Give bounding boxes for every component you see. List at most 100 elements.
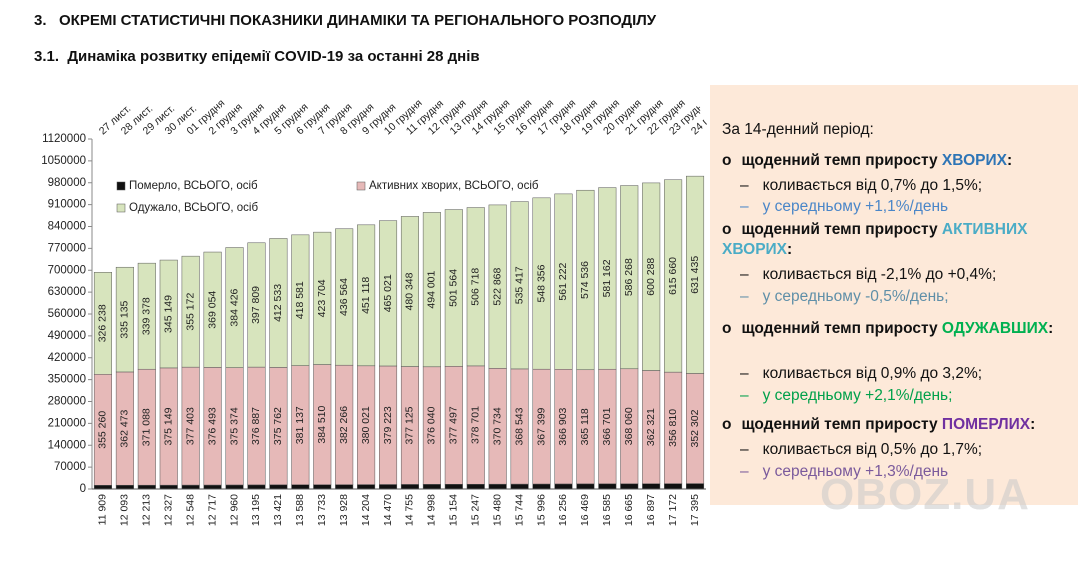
data-label: 352 302 bbox=[689, 409, 701, 447]
data-label: 375 762 bbox=[272, 407, 284, 445]
bar-segment bbox=[203, 251, 222, 368]
bar-segment bbox=[335, 228, 354, 366]
data-label: 13 421 bbox=[272, 494, 284, 526]
item-average: – у середньому +1,3%/день bbox=[740, 463, 948, 481]
average-text: у середньому -0,5%/день; bbox=[762, 288, 949, 305]
y-tick-label: 560000 bbox=[48, 308, 86, 320]
item-suffix: : bbox=[1006, 152, 1013, 169]
data-label: 13 928 bbox=[338, 494, 350, 526]
bar-segment bbox=[115, 484, 134, 490]
bar-segment bbox=[620, 483, 639, 490]
item-highlight: ОДУЖАВШИХ bbox=[941, 320, 1049, 337]
item-average: – у середньому +1,1%/день bbox=[740, 198, 948, 216]
y-tick-label: 70000 bbox=[54, 461, 86, 473]
bar-segment bbox=[444, 484, 463, 490]
subheading: 3.1. Динаміка розвитку епідемії COVID-19… bbox=[34, 48, 480, 65]
bar-segment bbox=[225, 484, 244, 490]
data-label: 12 327 bbox=[163, 494, 175, 526]
range-text: коливається від 0,9% до 3,2%; bbox=[762, 365, 983, 382]
data-label: 377 497 bbox=[448, 406, 460, 444]
item-prefix: щоденний темп приросту bbox=[741, 320, 938, 337]
data-label: 11 909 bbox=[97, 494, 109, 525]
data-label: 14 998 bbox=[426, 494, 438, 526]
bar-segment bbox=[642, 182, 661, 371]
data-label: 501 564 bbox=[448, 269, 460, 307]
data-label: 16 256 bbox=[557, 494, 569, 526]
data-label: 384 426 bbox=[228, 288, 240, 326]
item-highlight: АКТИВНИХ ХВОРИХ bbox=[722, 221, 1028, 258]
bar-segment bbox=[93, 272, 112, 375]
bar-segment bbox=[488, 204, 507, 369]
data-label: 600 288 bbox=[645, 258, 657, 296]
bar-segment bbox=[466, 207, 485, 367]
dash: – bbox=[740, 198, 749, 215]
data-label: 356 810 bbox=[667, 409, 679, 447]
bar-segment bbox=[686, 483, 705, 490]
data-label: 581 162 bbox=[601, 259, 613, 297]
data-label: 376 493 bbox=[206, 407, 218, 445]
data-label: 451 118 bbox=[360, 277, 372, 314]
bar-segment bbox=[181, 255, 200, 368]
data-label: 362 473 bbox=[119, 409, 131, 447]
legend-label: Активних хворих, ВСЬОГО, осіб bbox=[369, 180, 539, 192]
item-heading: o щоденний темп приросту ОДУЖАВШИХ: bbox=[722, 319, 1062, 339]
data-label: 13 195 bbox=[250, 494, 262, 526]
data-label: 366 701 bbox=[601, 407, 613, 445]
data-label: 586 268 bbox=[623, 258, 635, 296]
data-label: 381 137 bbox=[294, 406, 306, 444]
bar-segment bbox=[115, 266, 134, 373]
panel-intro: За 14-денний період: bbox=[722, 121, 874, 138]
bullet: o bbox=[722, 152, 732, 169]
item-prefix: щоденний темп приросту bbox=[741, 221, 938, 238]
bar-segment bbox=[598, 483, 617, 490]
y-tick-label: 770000 bbox=[48, 242, 86, 254]
y-tick-label: 1050000 bbox=[41, 155, 86, 167]
bar-segment bbox=[488, 483, 507, 490]
dash: – bbox=[740, 177, 749, 194]
bar-segment bbox=[686, 175, 705, 374]
bar-segment bbox=[137, 262, 156, 370]
bar-segment bbox=[554, 483, 573, 490]
bar-segment bbox=[642, 483, 661, 490]
dash: – bbox=[740, 288, 749, 305]
data-label: 14 470 bbox=[382, 494, 394, 526]
bar-segment bbox=[379, 484, 398, 490]
item-heading: o щоденний темп приросту АКТИВНИХ ХВОРИХ: bbox=[722, 220, 1062, 260]
bar-segment bbox=[313, 484, 332, 490]
data-label: 15 247 bbox=[470, 494, 482, 526]
item-average: – у середньому -0,5%/день; bbox=[740, 288, 949, 306]
data-label: 380 021 bbox=[360, 406, 372, 444]
data-label: 377 125 bbox=[404, 406, 416, 444]
data-label: 14 204 bbox=[360, 494, 372, 526]
data-label: 480 348 bbox=[404, 272, 416, 310]
data-label: 365 118 bbox=[579, 408, 591, 445]
bullet: o bbox=[722, 320, 732, 337]
data-label: 506 718 bbox=[470, 268, 482, 306]
data-label: 376 887 bbox=[250, 407, 262, 445]
data-label: 375 374 bbox=[228, 407, 240, 445]
data-label: 16 585 bbox=[601, 494, 613, 526]
bar-segment bbox=[422, 484, 441, 490]
data-label: 375 149 bbox=[163, 407, 175, 445]
data-label: 335 135 bbox=[119, 300, 131, 338]
item-range: – коливається від -2,1% до +0,4%; bbox=[740, 266, 996, 284]
watermark: OBOZ.UA bbox=[820, 470, 1030, 519]
data-label: 384 510 bbox=[316, 405, 328, 443]
bar-segment bbox=[225, 247, 244, 368]
bar-segment bbox=[532, 197, 551, 370]
bar-segment bbox=[664, 179, 683, 373]
dash: – bbox=[740, 387, 749, 404]
bar-segment bbox=[291, 234, 310, 366]
data-label: 376 040 bbox=[426, 406, 438, 444]
data-label: 382 266 bbox=[338, 406, 350, 444]
dash: – bbox=[740, 463, 749, 480]
data-label: 355 260 bbox=[97, 411, 109, 449]
data-label: 522 868 bbox=[491, 267, 503, 305]
bar-segment bbox=[247, 484, 266, 490]
legend-swatch bbox=[356, 181, 366, 191]
bar-segment bbox=[247, 242, 266, 368]
data-label: 574 536 bbox=[579, 261, 591, 299]
legend-label: Одужало, ВСЬОГО, осіб bbox=[129, 202, 258, 214]
legend-swatch bbox=[116, 203, 126, 213]
y-tick-label: 140000 bbox=[48, 439, 86, 451]
